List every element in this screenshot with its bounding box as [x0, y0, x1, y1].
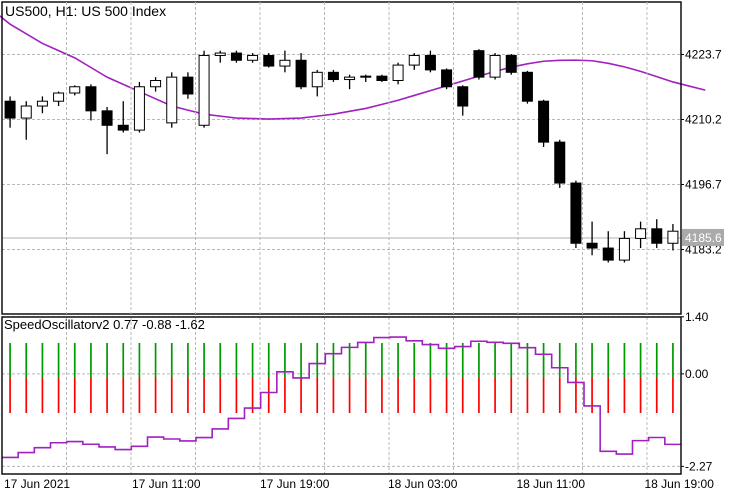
svg-text:SpeedOscillatorv2 0.77 -0.88 -: SpeedOscillatorv2 0.77 -0.88 -1.62	[4, 317, 205, 332]
svg-text:-2.27: -2.27	[685, 459, 713, 473]
svg-text:17 Jun 11:00: 17 Jun 11:00	[132, 477, 201, 491]
svg-text:18 Jun 19:00: 18 Jun 19:00	[645, 477, 715, 491]
svg-text:17 Jun 2021: 17 Jun 2021	[4, 477, 70, 491]
svg-text:18 Jun 11:00: 18 Jun 11:00	[517, 477, 586, 491]
svg-text:1.40: 1.40	[685, 310, 709, 324]
svg-text:17 Jun 19:00: 17 Jun 19:00	[260, 477, 330, 491]
svg-text:4223.7: 4223.7	[685, 48, 722, 62]
svg-text:4185.6: 4185.6	[685, 231, 722, 245]
svg-text:4196.7: 4196.7	[685, 178, 722, 192]
svg-text:0.00: 0.00	[685, 367, 709, 381]
svg-text:4210.2: 4210.2	[685, 113, 722, 127]
svg-text:US500, H1: US 500 Index: US500, H1: US 500 Index	[5, 3, 166, 19]
svg-text:18 Jun 03:00: 18 Jun 03:00	[388, 477, 458, 491]
